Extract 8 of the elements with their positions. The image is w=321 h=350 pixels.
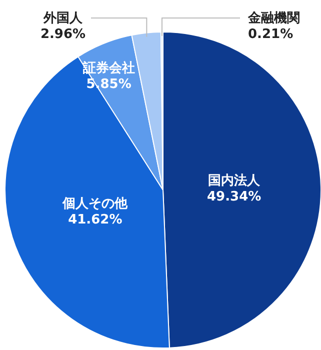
data-label: 49.34%: [207, 190, 262, 205]
data-label: 2.96%: [40, 27, 86, 42]
slice-label: 個人その他: [62, 196, 129, 212]
slice-label: 外国人: [42, 11, 84, 26]
slice-label: 国内法人: [208, 174, 262, 189]
slice-label: 金融機関: [247, 11, 300, 26]
data-label: 0.21%: [248, 27, 294, 42]
data-label: 41.62%: [68, 212, 122, 228]
